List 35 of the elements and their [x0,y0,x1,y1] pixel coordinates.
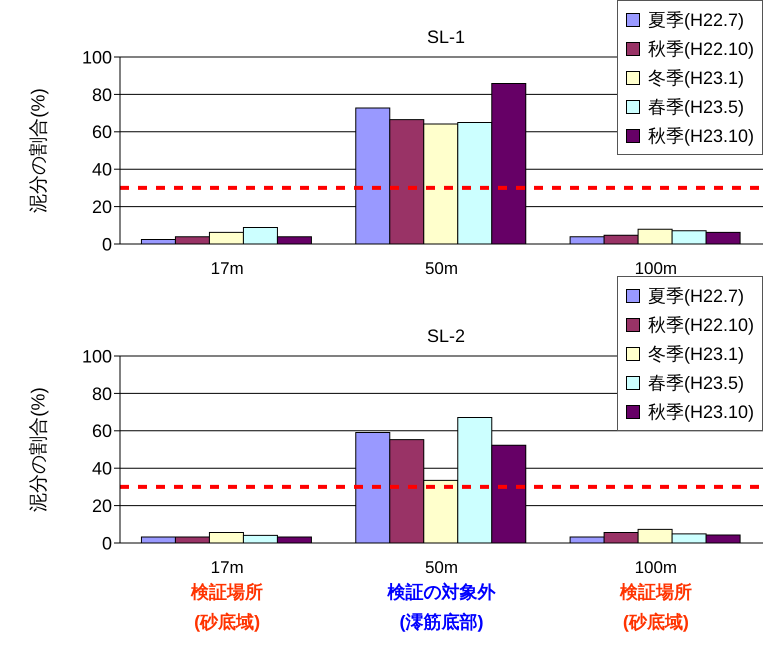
y-tick-label: 0 [102,234,112,254]
legend-label: 秋季(H22.10) [648,38,754,60]
y-tick-label: 60 [92,421,112,442]
text: 検証の対象外 (澪筋底部) [386,582,496,632]
x-tick-label: 50m [424,259,458,278]
legend-label: 秋季(H23.10) [648,400,754,424]
legend-label: 夏季(H22.7) [648,8,744,32]
y-axis-title: 泥分の割合(%) [28,88,50,213]
y-tick-label: 80 [92,84,112,105]
text: 検証場所 (砂底域) [618,582,692,632]
legend-label: 冬季(H23.1) [648,342,744,366]
y-tick-label: 20 [92,496,112,516]
y-axis-title: 泥分の割合(%) [28,387,50,512]
legend-label: 春季(H23.5) [648,372,744,394]
y-tick-label: 40 [92,160,112,180]
y-tick-label: 40 [92,458,112,479]
x-tick-label: 50m [424,558,458,577]
y-tick-label: 20 [92,196,112,217]
y-tick-label: 100 [82,346,112,366]
legend-label: 秋季(H22.10) [648,314,754,336]
chart-title: SL-1 [426,27,466,47]
x-tick-label: 17m [210,259,244,278]
x-tick-label: 100m [634,259,678,278]
legend-label: 秋季(H23.10) [648,124,754,148]
x-tick-label: 17m [210,558,244,577]
legend-label: 春季(H23.5) [648,96,744,118]
chart-title: SL-2 [426,326,466,346]
y-tick-label: 60 [92,122,112,142]
x-tick-label: 100m [634,558,678,577]
y-tick-label: 0 [102,533,112,554]
text: 検証場所 (砂底域) [190,582,264,632]
legend-label: 夏季(H22.7) [648,284,744,308]
y-tick-label: 80 [92,384,112,404]
y-tick-label: 100 [82,47,112,68]
legend-label: 冬季(H23.1) [648,66,744,90]
